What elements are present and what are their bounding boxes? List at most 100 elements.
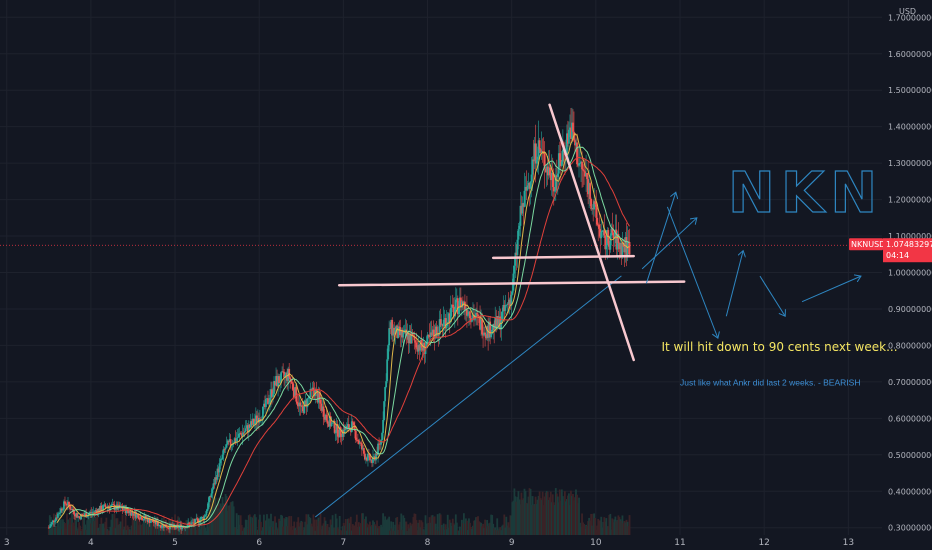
candle-body <box>608 243 611 250</box>
trendline-3[interactable] <box>491 254 635 260</box>
volume-bar <box>299 522 302 535</box>
candle-body <box>520 205 523 214</box>
volume-bar <box>424 515 427 535</box>
candle-body <box>389 328 392 330</box>
candle-body <box>592 208 595 210</box>
volume-bar <box>533 504 536 535</box>
candle-body <box>98 508 101 512</box>
candle-body <box>236 437 239 439</box>
volume-bar <box>536 499 539 535</box>
volume-bar <box>558 489 561 535</box>
forecast-arrow-4[interactable] <box>759 275 785 316</box>
candle-body <box>410 333 413 344</box>
candle-body <box>208 496 211 503</box>
volume-bar <box>217 498 220 535</box>
volume-bar <box>389 530 392 535</box>
candle-body <box>545 166 548 173</box>
volume-bar <box>151 516 154 535</box>
candle-body <box>461 301 464 306</box>
forecast-arrow-3[interactable] <box>725 251 743 317</box>
volume-bar <box>230 502 233 535</box>
volume-bar <box>368 524 370 535</box>
candle-body <box>66 504 68 506</box>
volume-bar <box>302 530 305 535</box>
trendline-1[interactable] <box>548 103 635 362</box>
candle-body <box>619 242 622 250</box>
time-axis[interactable]: 3 4 5 6 7 8 9 10 11 12 13 <box>4 538 854 548</box>
volume-bar <box>290 516 293 535</box>
forecast-arrow-0[interactable] <box>645 192 675 284</box>
volume-bar <box>78 522 81 535</box>
volume-bar <box>535 504 538 535</box>
price-axis[interactable]: USD 1.70000000 1.60000000 1.50000000 1.4000… <box>888 7 932 533</box>
volume-bar <box>194 519 197 535</box>
candle-body <box>539 149 542 153</box>
forecast-arrow-1[interactable] <box>641 218 697 270</box>
y-tick-0: 1.70000000 <box>888 13 932 22</box>
volume-bar <box>410 525 413 535</box>
candle-body <box>102 505 105 510</box>
candle-body <box>304 400 307 402</box>
candle-body <box>547 167 550 176</box>
candle-body <box>327 423 330 427</box>
volume-bar <box>413 513 416 535</box>
volume-bar <box>626 521 629 535</box>
candle-body <box>59 512 61 514</box>
volume-bar <box>613 519 616 535</box>
volume-bar <box>327 530 330 535</box>
volume-bar <box>412 517 415 535</box>
volume-bar <box>450 525 453 535</box>
volume-bar <box>243 527 246 535</box>
candle-body <box>110 504 113 507</box>
candle-body <box>176 524 178 526</box>
volume-bar <box>307 514 310 535</box>
candle-body <box>582 169 584 171</box>
volume-bar <box>560 489 563 535</box>
volume-bar <box>414 513 417 535</box>
volume-bar <box>102 523 105 535</box>
candle-body <box>268 402 270 404</box>
volume-bar <box>342 522 345 535</box>
volume-bar <box>606 526 609 535</box>
volume-bar <box>544 492 547 535</box>
volume-bar <box>495 529 498 535</box>
volume-bar <box>224 494 227 535</box>
candle-body <box>447 313 450 323</box>
candle-body <box>84 513 87 516</box>
candle-body <box>611 228 614 233</box>
volume-bar <box>580 526 582 535</box>
volume-bar <box>300 520 303 535</box>
candle-body <box>477 314 479 317</box>
volume-bar <box>611 518 614 535</box>
candle-body <box>432 329 435 337</box>
candle-body <box>156 521 159 527</box>
candle-body <box>61 508 63 511</box>
trendline-2[interactable] <box>337 280 686 287</box>
forecast-arrow-2[interactable] <box>666 206 717 338</box>
volume-bar <box>583 524 585 535</box>
candle-body <box>134 511 137 518</box>
volume-bar <box>579 522 581 535</box>
volume-bar <box>404 521 407 535</box>
candle-body <box>581 161 583 170</box>
candle-body <box>137 514 140 519</box>
candle-body <box>144 515 147 519</box>
forecast-arrow-5[interactable] <box>801 276 861 303</box>
candle-body <box>488 321 491 338</box>
volume-bar <box>248 514 251 535</box>
x-tick-8: 11 <box>674 538 685 548</box>
candle-body <box>53 521 56 523</box>
volume-bar <box>101 523 104 535</box>
volume-bar <box>380 524 382 535</box>
candle-body <box>152 522 155 523</box>
volume-bar <box>81 529 84 535</box>
trendline-0[interactable] <box>315 275 622 518</box>
candle-body <box>553 190 556 192</box>
volume-bar <box>518 499 521 535</box>
volume-bar <box>141 523 144 535</box>
candle-body <box>623 246 626 253</box>
volume-bar <box>74 518 76 535</box>
candle-body <box>454 299 457 310</box>
